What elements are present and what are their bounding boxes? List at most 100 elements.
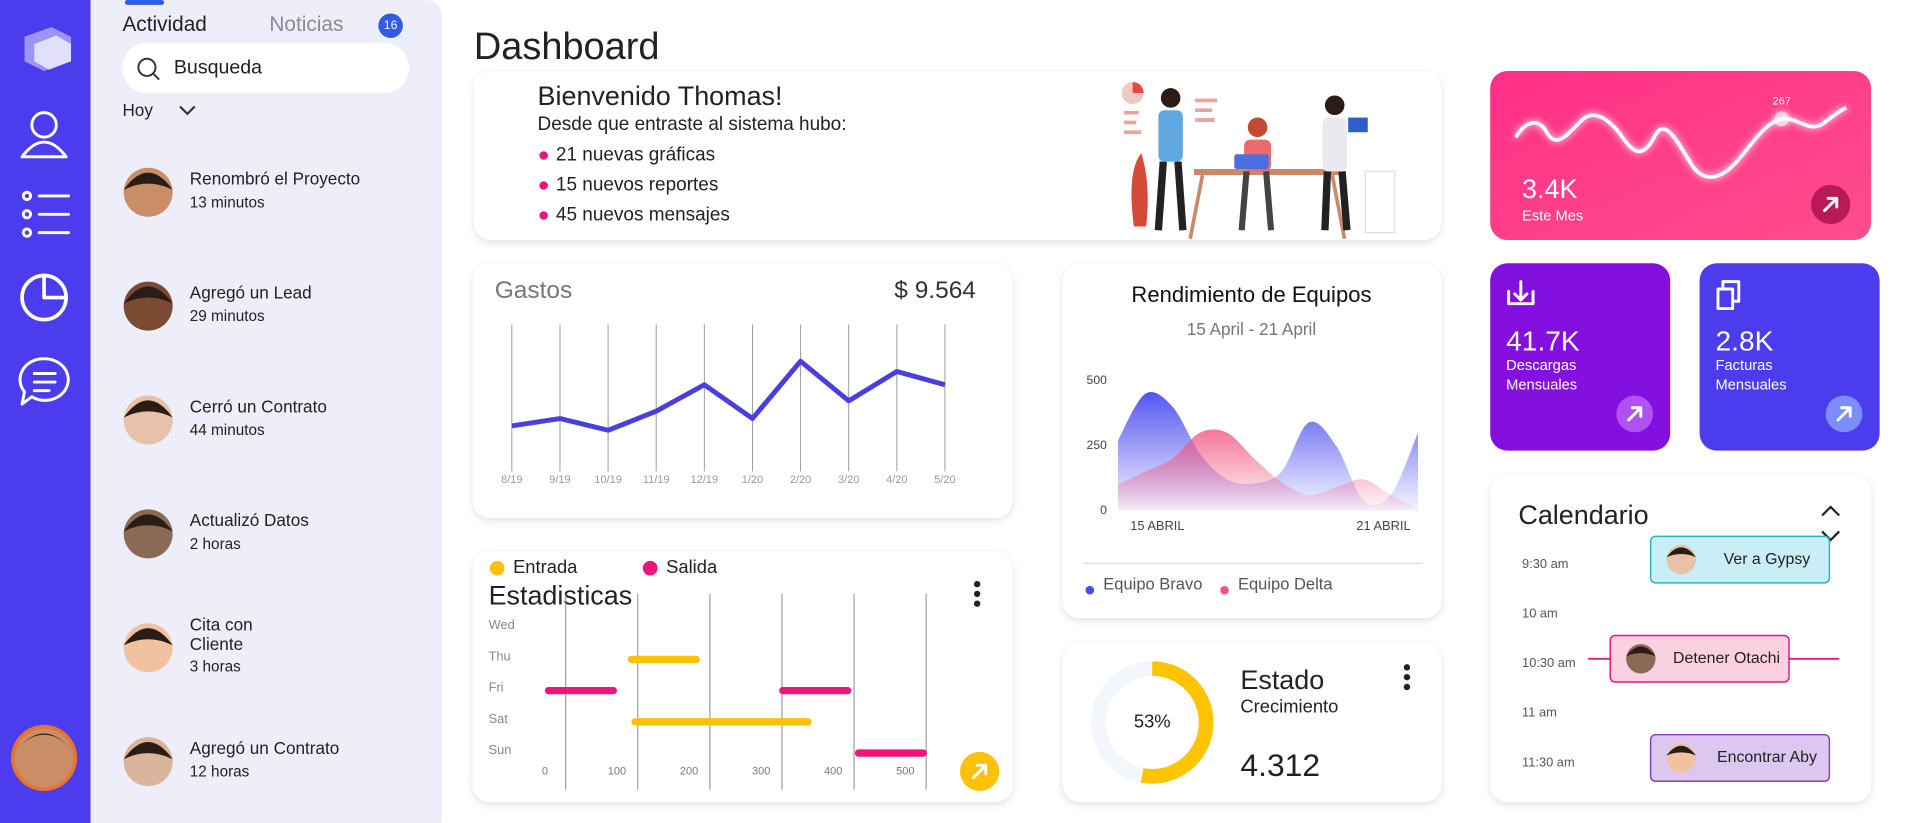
chart-title: Estadisticas — [489, 581, 633, 611]
time-label: 10:30 am — [1522, 655, 1576, 670]
activity-title: Cita con — [190, 614, 253, 634]
chart-title: Gastos — [495, 277, 573, 304]
x-tick-label: 400 — [824, 765, 842, 777]
activity-title: Actualizó Datos — [190, 510, 309, 530]
legend-label: Salida — [666, 556, 718, 577]
more-menu[interactable] — [973, 580, 981, 607]
avatar-hair — [123, 742, 173, 760]
activity-time: 44 minutos — [190, 422, 265, 439]
avatar-hair — [123, 400, 173, 418]
activity-time: 12 horas — [190, 764, 250, 781]
welcome-item: 21 nuevas gráficas — [556, 145, 715, 166]
y-tick-label: 250 — [1087, 438, 1108, 452]
list-icon[interactable] — [21, 190, 71, 238]
activity-time: 2 horas — [190, 536, 241, 553]
x-tick-label: 300 — [752, 765, 770, 777]
bullet — [539, 211, 548, 220]
search-placeholder[interactable]: Busqueda — [174, 57, 262, 79]
avatar-hair — [17, 733, 72, 750]
activity-title: Renombró el Proyecto — [190, 169, 360, 189]
calendar-event[interactable] — [1649, 733, 1831, 782]
tab[interactable]: Actividad — [122, 13, 206, 36]
x-tick-label: 500 — [896, 765, 914, 777]
avatar-hair — [123, 628, 173, 646]
x-tick-label: 21 ABRIL — [1356, 518, 1410, 533]
activity-time: 3 horas — [190, 658, 241, 675]
activity-title: Cerró un Contrato — [190, 396, 327, 416]
calendar-nav[interactable] — [1821, 505, 1840, 542]
calendar-event[interactable] — [1649, 535, 1831, 584]
monthly-card — [1490, 71, 1872, 241]
time-label: 11 am — [1522, 705, 1557, 720]
contacts-icon[interactable] — [20, 111, 68, 159]
download-icon — [1507, 280, 1535, 306]
avatar-hair — [1626, 646, 1656, 657]
x-tick-label: 3/20 — [838, 474, 859, 486]
avatar-hair — [1666, 745, 1696, 756]
layout: Actividad Noticias 16 Busqueda Hoy Dashb… — [0, 0, 1880, 823]
tab-underline — [124, 0, 165, 5]
calendar-event[interactable] — [1609, 634, 1790, 683]
legend-swatch — [1085, 585, 1095, 595]
more-menu[interactable] — [1403, 664, 1411, 691]
x-tick-label: 5/20 — [934, 474, 955, 486]
kpi-label: Mensuales — [1716, 378, 1787, 394]
time-label: 9:30 am — [1522, 556, 1568, 571]
badge-count: 16 — [384, 18, 398, 32]
legend-swatch — [1220, 585, 1229, 595]
performance-card — [1062, 263, 1442, 619]
filter[interactable]: Hoy — [122, 100, 153, 120]
kpi-label: Descargas — [1506, 358, 1576, 374]
expense-line — [511, 358, 946, 433]
chart-total: $ 9.564 — [894, 277, 976, 304]
legend-label: Entrada — [513, 556, 578, 577]
legend-label: Equipo Bravo — [1103, 575, 1202, 594]
filter-chevron[interactable] — [179, 105, 196, 116]
legend-label: Equipo Delta — [1238, 575, 1333, 594]
statistics-card — [472, 551, 1013, 803]
x-tick-label: 15 ABRIL — [1130, 518, 1184, 533]
x-tick-label: 12/19 — [691, 474, 719, 486]
x-tick-label: 4/20 — [886, 474, 907, 486]
x-tick-label: 200 — [680, 765, 698, 777]
y-tick-label: Thu — [489, 648, 511, 663]
chart-title: Estado — [1240, 665, 1324, 695]
activity-title: Cliente — [190, 634, 243, 654]
kpi-value: 3.4K — [1522, 174, 1577, 204]
copy-icon — [1716, 280, 1741, 311]
activity-title: Agregó un Lead — [190, 282, 312, 302]
event-label: Detener Otachi — [1673, 650, 1780, 667]
arrow-icon — [1823, 196, 1839, 213]
x-tick-label: 100 — [608, 765, 626, 777]
x-tick-label: 8/19 — [501, 474, 522, 486]
y-tick-label: Sun — [489, 742, 512, 757]
welcome-item: 15 nuevos reportes — [556, 175, 718, 196]
sparkline-label: 267 — [1772, 96, 1790, 108]
y-tick-label: Fri — [489, 680, 504, 695]
y-tick-label: Wed — [489, 617, 515, 632]
time-label: 11:30 am — [1522, 754, 1575, 769]
chart-total: 4.312 — [1240, 747, 1320, 783]
sidebar — [0, 0, 91, 823]
bullet — [539, 181, 548, 190]
x-tick-label: 2/20 — [790, 474, 811, 486]
logo — [24, 26, 72, 72]
donut-label: 53% — [1134, 710, 1171, 731]
calendar-title: Calendario — [1518, 500, 1648, 530]
avatar-hair — [1666, 547, 1696, 558]
kpi-label: Este Mes — [1522, 209, 1583, 225]
chart-icon[interactable] — [20, 273, 68, 322]
welcome-item: 45 nuevos mensajes — [556, 205, 730, 226]
search-box[interactable] — [122, 42, 409, 94]
x-tick-label: 10/19 — [594, 474, 622, 486]
activity-time: 13 minutos — [190, 194, 265, 211]
welcome-title: Bienvenido Thomas! — [538, 81, 783, 111]
y-tick-label: 0 — [1100, 503, 1107, 517]
chat-icon[interactable] — [18, 357, 70, 406]
bullet — [539, 151, 548, 160]
tab[interactable]: Noticias — [269, 13, 343, 36]
arrow-icon — [1627, 406, 1643, 422]
y-tick-label: Sat — [489, 711, 509, 726]
x-tick-label: 1/20 — [742, 474, 763, 486]
